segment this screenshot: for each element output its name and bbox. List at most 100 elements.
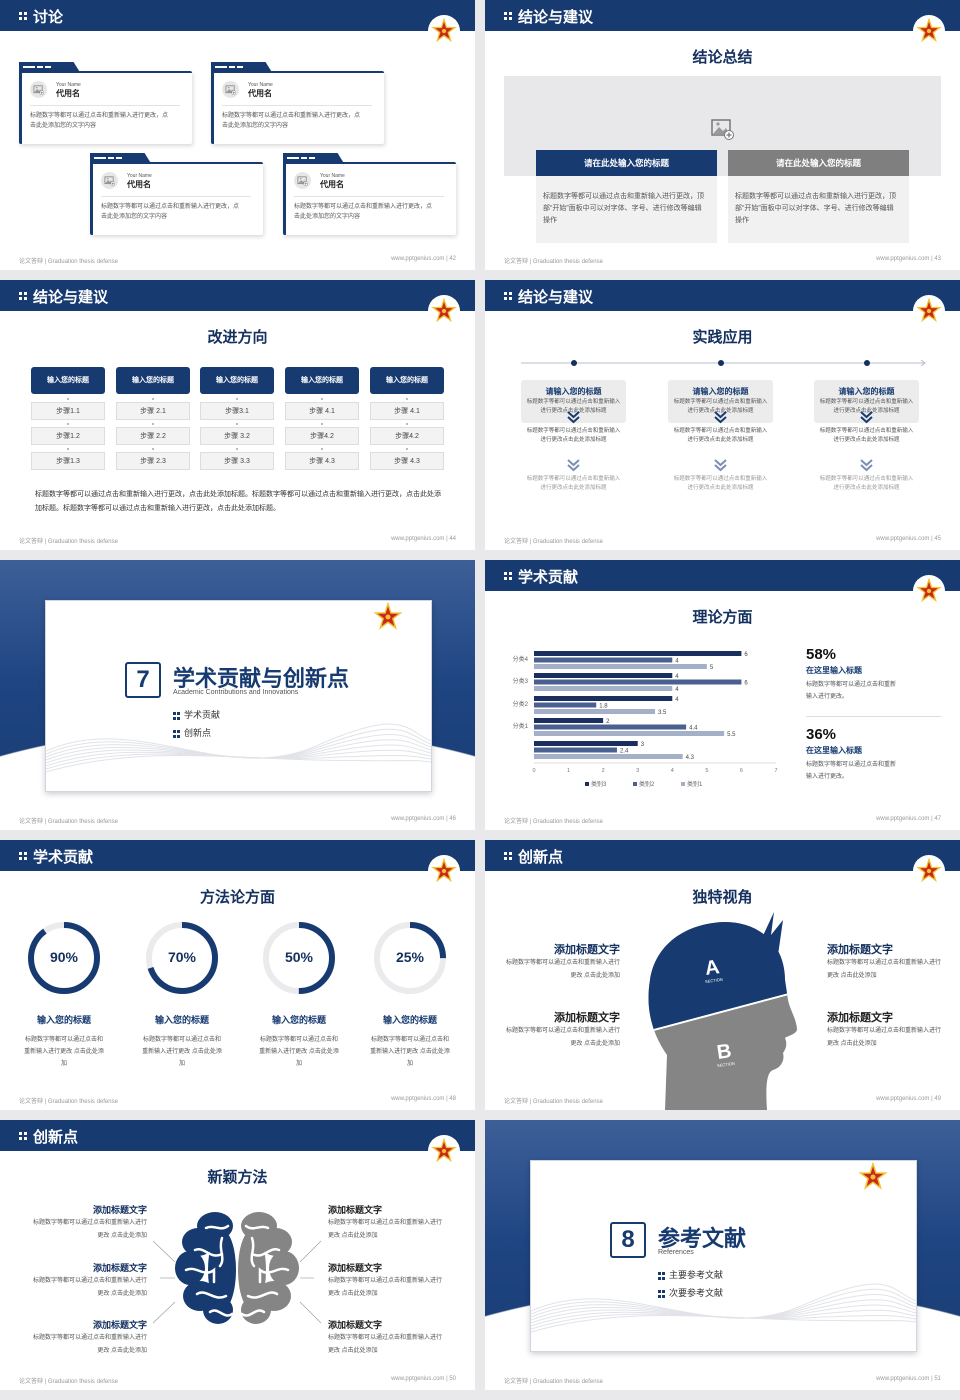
- step-card[interactable]: 请输入您的标题 标题数字等都可以通过点击和重新输入进行更改点击此处添加标题: [668, 380, 773, 423]
- slide-header: 结论与建议: [485, 0, 960, 31]
- feature-title: 添加标题文字: [827, 944, 893, 956]
- step-box[interactable]: 步骤1.3: [31, 452, 105, 470]
- dot: [509, 297, 512, 300]
- column-header[interactable]: 输入您的标题: [285, 367, 359, 394]
- profile-card[interactable]: Your Name 代用名 标题数字等都可以通过点击和重新输入进行更改，点击此处添加…: [283, 153, 456, 235]
- bar-类别3-分类1: [534, 718, 604, 723]
- connector-dot: [236, 448, 238, 450]
- card-name: 代用名: [56, 89, 80, 98]
- timeline-dot: [571, 360, 577, 366]
- slide-header-title: 结论与建议: [518, 289, 594, 306]
- step-box[interactable]: 步骤3.1: [200, 402, 274, 420]
- section-bullet[interactable]: 主要参考文献: [669, 1270, 724, 1280]
- summary-paragraph: 标题数字等都可以通过点击和重新输入进行更改，点击此处添加标题。标题数字等都可以通…: [35, 491, 441, 512]
- slide-header: 讨论: [0, 0, 475, 31]
- tab-dash: [37, 66, 43, 68]
- step-box[interactable]: 步骤 3.2: [200, 427, 274, 445]
- footer-right-text: www.pptgenius.com | 49: [876, 1096, 941, 1102]
- step-box[interactable]: 步骤 4.1: [370, 402, 444, 420]
- step-box[interactable]: 步骤 3.3: [200, 452, 274, 470]
- step-text: 标题数字等都可以通过点击和重新输入进行更改点击此处添加标题: [526, 476, 621, 491]
- brain-right-lobe: [238, 1212, 299, 1324]
- profile-card[interactable]: Your Name 代用名 标题数字等都可以通过点击和重新输入进行更改，点击此处添加…: [90, 153, 263, 235]
- data-label: 6: [744, 681, 748, 687]
- dot: [658, 1277, 661, 1280]
- step-box[interactable]: 步骤4.2: [370, 427, 444, 445]
- ring-title: 输入您的标题: [271, 1015, 326, 1025]
- star-emblem-icon: [858, 1161, 888, 1190]
- legend-label: 类别1: [687, 780, 703, 788]
- data-label: 2.4: [620, 749, 629, 755]
- step-box[interactable]: 步骤 2.2: [116, 427, 190, 445]
- step-box[interactable]: 步骤1.2: [31, 427, 105, 445]
- dot: [173, 712, 176, 715]
- section-bullet[interactable]: 次要参考文献: [669, 1288, 724, 1298]
- card-text: 标题数字等都可以通过点击和重新输入进行更改，点击此处添加您的文字内容: [294, 204, 433, 220]
- card-text: 标题数字等都可以通过点击和重新输入进行更改，点击此处添加您的文字内容: [101, 204, 240, 220]
- connector-dot: [406, 398, 408, 400]
- slide-subtitle: 改进方向: [207, 329, 268, 346]
- ring-progress: [263, 922, 335, 994]
- slide-header-title: 结论与建议: [33, 289, 109, 306]
- stat-title: 在这里输入标题: [806, 746, 862, 755]
- step-box[interactable]: 步骤 4.1: [285, 402, 359, 420]
- column-header[interactable]: 输入您的标题: [370, 367, 444, 394]
- step-box[interactable]: 步骤 4.3: [370, 452, 444, 470]
- step-box[interactable]: 步骤 4.3: [285, 452, 359, 470]
- connector-dot: [406, 448, 408, 450]
- step-box[interactable]: 步骤1.1: [31, 402, 105, 420]
- slide-49: 创新点 独特视角 A SECTION B SECTION 添加标题文字 标题数字等都可以通过点…: [485, 840, 960, 1110]
- column-header[interactable]: 输入您的标题: [200, 367, 274, 394]
- connector-dot: [236, 398, 238, 400]
- step-box[interactable]: 步骤4.2: [285, 427, 359, 445]
- column-header[interactable]: 输入您的标题: [31, 367, 105, 394]
- dot: [24, 857, 27, 860]
- slide-42: 讨论 Your Name 代用名 标题数字等都可以通过点击和重新输入进行更改，点击此处…: [0, 0, 475, 270]
- box-title: 请在此处输入您的标题: [536, 150, 717, 176]
- ring-label: 25%: [395, 949, 425, 965]
- step-box[interactable]: 步骤 2.3: [116, 452, 190, 470]
- slide-subtitle: 理论方面: [692, 609, 753, 626]
- tab-dash: [287, 157, 299, 159]
- card-divider: [222, 105, 372, 106]
- progress-ring: [146, 922, 218, 994]
- image-placeholder-icon: [225, 85, 236, 95]
- section-bullet[interactable]: 学术贡献: [184, 710, 221, 720]
- dot: [177, 735, 180, 738]
- dot: [24, 17, 27, 20]
- step-box[interactable]: 步骤 2.1: [116, 402, 190, 420]
- emblem-badge: [913, 15, 945, 47]
- profile-card[interactable]: Your Name 代用名 标题数字等都可以通过点击和重新输入进行更改，点击此处添加…: [19, 62, 192, 144]
- dot: [509, 17, 512, 20]
- star-emblem-icon: [916, 857, 942, 883]
- card-body: Your Name 代用名 标题数字等都可以通过点击和重新输入进行更改，点击此处添加…: [283, 162, 456, 235]
- slide-43: 结论与建议 结论总结 请在此处输入您的标题 标题数字等都可以通过点击和重新输入进行更改…: [485, 0, 960, 270]
- category-label: 分类2: [513, 700, 529, 708]
- step-text: 标题数字等都可以通过点击和重新输入进行更改点击此处添加标题: [673, 428, 768, 443]
- slide-44: 结论与建议 改进方向 输入您的标题 步骤1.1 步骤1.2 步骤1.3 输入您的标题 步骤 2…: [0, 280, 475, 550]
- dot: [662, 1290, 665, 1293]
- avatar: [101, 172, 118, 189]
- bar-类别1-分类4: [534, 664, 707, 669]
- dot: [177, 717, 180, 720]
- bar-类别1-分类1: [534, 731, 725, 736]
- card-text: 标题数字等都可以通过点击和重新输入进行更改，点击此处添加您的文字内容: [222, 113, 361, 129]
- section-bullet[interactable]: 创新点: [184, 728, 212, 738]
- column-header[interactable]: 输入您的标题: [116, 367, 190, 394]
- feature-text: 标题数字等都可以通过点击和重新输入进行更改 点击此处添加: [328, 1278, 443, 1297]
- dot: [19, 857, 22, 860]
- slide-subtitle: 独特视角: [692, 889, 753, 906]
- card-name-en: Your Name: [248, 82, 273, 88]
- profile-card[interactable]: Your Name 代用名 标题数字等都可以通过点击和重新输入进行更改，点击此处添加…: [211, 62, 384, 144]
- dot: [504, 857, 507, 860]
- x-tick-label: 5: [705, 768, 708, 774]
- double-chevron-down-icon: [567, 459, 580, 472]
- feature-text: 标题数字等都可以通过点击和重新输入进行更改 点击此处添加: [32, 1278, 147, 1297]
- connector-dot: [67, 398, 69, 400]
- dot: [662, 1295, 665, 1298]
- dot: [19, 1137, 22, 1140]
- ring-text: 标题数字等都可以通过点击和重新输入进行更改 点击此处添加: [370, 1037, 450, 1067]
- connector-line: [299, 1240, 322, 1263]
- split-line: [648, 986, 797, 1036]
